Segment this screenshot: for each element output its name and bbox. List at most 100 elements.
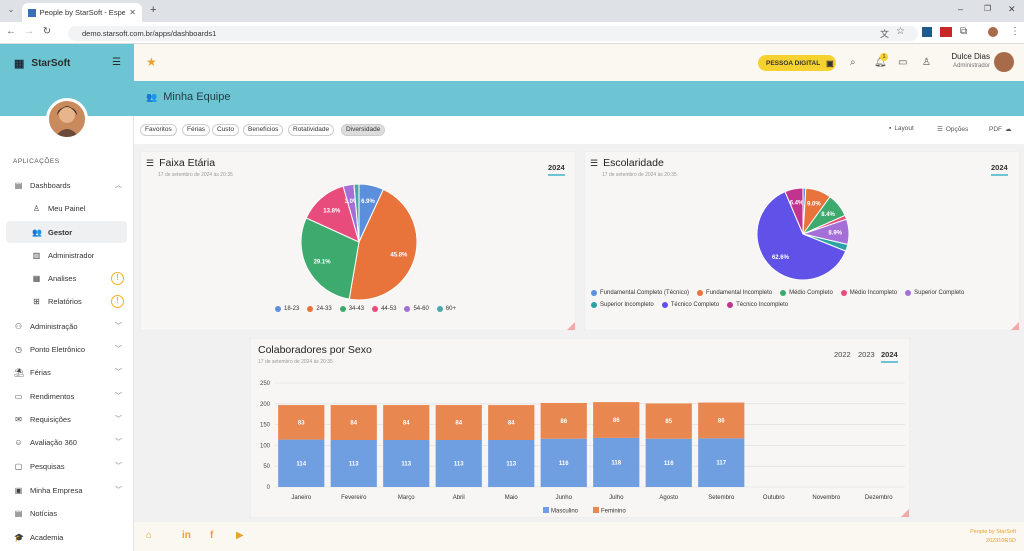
bar-masculino-maio[interactable] — [488, 439, 535, 487]
chip-beneficios[interactable]: Benefícios — [243, 124, 284, 136]
legend-item-medio-incompleto[interactable]: Médio Incompleto — [840, 290, 897, 296]
bell-icon[interactable]: 🔔︎ — [874, 57, 887, 68]
sidebar-item-rendimentos[interactable]: ▭ Rendimentos ﹀ — [0, 385, 134, 407]
resize-handle[interactable] — [901, 509, 909, 517]
legend-item-fundamental-incompleto[interactable]: Fundamental Incompleto — [697, 290, 772, 296]
chip-custo[interactable]: Custo — [212, 124, 239, 136]
pdf-button[interactable]: PDF ☁ — [989, 125, 1012, 134]
bar-masculino-junho[interactable] — [540, 438, 587, 487]
bar-feminino-fevereiro[interactable] — [330, 405, 377, 440]
tab-list-icon[interactable]: ⌄ — [7, 5, 15, 14]
legend-label[interactable]: Feminino — [601, 509, 626, 514]
year-tab-2024[interactable]: 2024 — [881, 350, 898, 363]
resize-handle[interactable] — [567, 322, 575, 330]
back-icon[interactable]: ← — [6, 26, 16, 37]
sidebar-item-administrador[interactable]: ▥ Administrador — [0, 244, 134, 266]
bar-feminino-junho[interactable] — [540, 402, 587, 439]
legend-item-tecnico-incompleto[interactable]: Técnico Incompleto — [727, 302, 788, 308]
bar-feminino-maio[interactable] — [488, 405, 535, 440]
legend-item-34-43[interactable]: 34-43 — [339, 306, 364, 312]
home-icon[interactable]: ⌂ — [146, 530, 153, 541]
messages-icon[interactable]: ▭ — [898, 57, 908, 68]
year-tab-2023[interactable]: 2023 — [858, 350, 875, 359]
sidebar-item-dashboards[interactable]: ▤ Dashboards ︿ — [0, 174, 134, 196]
extension-icon[interactable] — [922, 27, 932, 37]
favorite-star-icon[interactable]: ★ — [146, 55, 157, 69]
restore-icon[interactable]: ❐ — [984, 4, 992, 13]
bar-feminino-agosto[interactable] — [645, 403, 692, 439]
bar-masculino-agosto[interactable] — [645, 438, 692, 487]
pie-slice-tecnico-completo[interactable] — [757, 191, 847, 280]
bar-masculino-abril[interactable] — [435, 439, 482, 487]
year-tab-2024[interactable]: 2024 — [548, 163, 565, 176]
facebook-icon[interactable]: f — [210, 530, 214, 541]
avatar[interactable] — [46, 98, 88, 140]
filter-icon[interactable]: ☰ — [590, 157, 599, 168]
sidebar-item-minha-empresa[interactable]: ▣ Minha Empresa ﹀ — [0, 479, 134, 501]
year-tab-2024[interactable]: 2024 — [991, 163, 1008, 176]
profile-avatar-icon[interactable] — [988, 27, 998, 37]
close-tab-icon[interactable]: ✕ — [129, 8, 136, 17]
bookmark-star-icon[interactable]: ☆ — [896, 26, 905, 37]
chip-diversidade[interactable]: Diversidade — [341, 124, 386, 136]
legend-item-44-53[interactable]: 44-53 — [372, 306, 396, 312]
bar-masculino-janeiro[interactable] — [278, 439, 325, 487]
legend-item-60[interactable]: 60+ — [436, 306, 456, 312]
bar-feminino-abril[interactable] — [435, 405, 482, 440]
forward-icon[interactable]: → — [24, 26, 34, 37]
user-info[interactable]: Dulce Dias Administrador — [944, 52, 990, 69]
translate-icon[interactable]: ⽂ — [880, 29, 890, 39]
pie-slice-tecnico-incompleto[interactable] — [784, 188, 804, 235]
browser-menu-icon[interactable]: ⋮ — [1010, 26, 1020, 37]
bar-masculino-marco[interactable] — [383, 439, 430, 487]
chip-rotatividade[interactable]: Rotatividade — [288, 124, 335, 136]
legend-item-54-60[interactable]: 54-60 — [404, 306, 429, 312]
bar-feminino-marco[interactable] — [383, 405, 430, 440]
user-settings-icon[interactable]: ♙ — [922, 57, 931, 68]
sidebar-item-avaliacao-360[interactable]: ☺ Avaliação 360 ﹀ — [0, 431, 134, 453]
sidebar-item-ponto-eletronico[interactable]: ◷ Ponto Eletrônico ﹀ — [0, 338, 134, 360]
user-avatar[interactable] — [994, 52, 1014, 72]
youtube-icon[interactable]: ▶ — [236, 530, 244, 541]
sidebar-item-ferias[interactable]: ⛱ Férias ﹀ — [0, 361, 134, 383]
legend-item-medio-completo[interactable]: Médio Completo — [780, 290, 833, 296]
minimize-icon[interactable]: – — [958, 4, 964, 14]
chip-ferias[interactable]: Férias — [182, 124, 211, 136]
pie-slice-34-43[interactable] — [301, 217, 360, 300]
bar-masculino-julho[interactable] — [593, 437, 640, 487]
legend-item-tecnico-completo[interactable]: Técnico Completo — [661, 302, 719, 308]
extensions-puzzle-icon[interactable]: ⧉ — [960, 26, 968, 37]
legend-item-superior-incompleto[interactable]: Superior Incompleto — [591, 302, 654, 308]
bar-masculino-setembro[interactable] — [698, 438, 745, 487]
sidebar-item-relatorios[interactable]: ⊞ Relatórios! — [0, 290, 134, 312]
bar-feminino-julho[interactable] — [593, 402, 640, 438]
pessoa-digital-button[interactable]: PESSOA DIGITAL ▣ — [758, 55, 836, 71]
sidebar-item-noticias[interactable]: ▤ Notícias — [0, 502, 134, 524]
filter-icon[interactable]: ☰ — [146, 157, 155, 168]
brand[interactable]: ▦ StarSoft — [14, 57, 70, 70]
browser-tab[interactable]: People by StarSoft - Especializ... ✕ — [22, 3, 142, 22]
resize-handle[interactable] — [1011, 322, 1019, 330]
sidebar-item-pesquisas[interactable]: ▢ Pesquisas ﹀ — [0, 455, 134, 477]
sidebar-item-meu-painel[interactable]: ♙ Meu Painel — [0, 197, 134, 219]
pie-slice-60[interactable] — [353, 184, 360, 243]
search-icon[interactable]: ⌕ — [850, 57, 856, 68]
sidebar-item-gestor[interactable]: 👥 Gestor — [6, 221, 127, 243]
year-tab-2022[interactable]: 2022 — [834, 350, 851, 359]
legend-item-24-33[interactable]: 24-33 — [307, 306, 332, 312]
options-button[interactable]: ☰ Opções — [937, 125, 968, 134]
menu-collapse-icon[interactable]: ☰ — [112, 57, 121, 68]
sidebar-item-administracao[interactable]: ⚇ Administração ﹀ — [0, 315, 134, 337]
new-tab-icon[interactable]: + — [150, 4, 157, 16]
layout-button[interactable]: ▪ Layout — [889, 125, 914, 132]
legend-item-fundamental-completo-tecnico[interactable]: Fundamental Completo (Técnico) — [591, 290, 689, 296]
reload-icon[interactable]: ↻ — [42, 26, 52, 37]
sidebar-item-academia[interactable]: 🎓 Academia — [0, 526, 134, 548]
chip-favoritos[interactable]: Favoritos — [140, 124, 177, 136]
legend-label[interactable]: Masculino — [551, 509, 579, 514]
legend-item-18-23[interactable]: 18-23 — [275, 306, 299, 312]
linkedin-icon[interactable]: in — [182, 530, 191, 541]
extension-new-icon[interactable] — [940, 27, 952, 37]
sidebar-item-analises[interactable]: ▦ Analises! — [0, 267, 134, 289]
bar-masculino-fevereiro[interactable] — [330, 439, 377, 487]
